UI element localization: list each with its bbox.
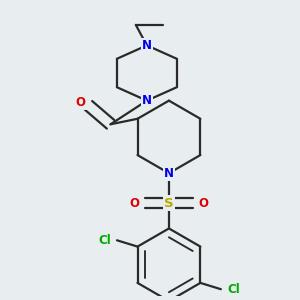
Text: N: N xyxy=(142,94,152,107)
Text: Cl: Cl xyxy=(98,234,111,247)
Text: O: O xyxy=(199,197,209,210)
Text: Cl: Cl xyxy=(227,283,240,296)
Text: O: O xyxy=(129,197,139,210)
Text: N: N xyxy=(142,39,152,52)
Text: N: N xyxy=(164,167,174,180)
Text: S: S xyxy=(164,197,174,210)
Text: O: O xyxy=(76,96,85,109)
